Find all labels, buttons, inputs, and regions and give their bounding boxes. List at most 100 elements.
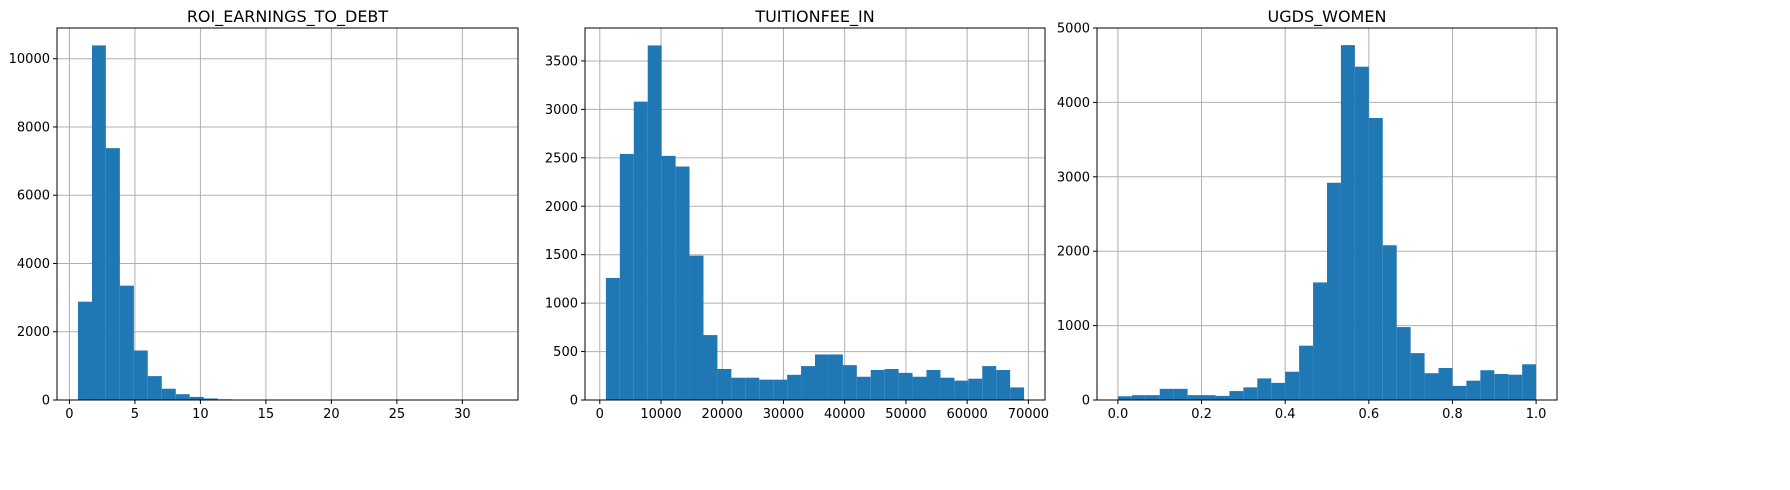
histogram-bar [119, 285, 134, 400]
histogram-bar [1285, 371, 1300, 400]
chart-title: UGDS_WOMEN [1268, 7, 1387, 27]
y-tick-label: 2000 [17, 325, 50, 340]
histogram-bar [815, 354, 829, 400]
histogram-bar [605, 277, 620, 400]
histogram-bar [105, 148, 120, 400]
y-tick-label: 0 [570, 394, 578, 409]
histogram-bar [996, 369, 1011, 400]
histogram-bar [1159, 388, 1174, 400]
y-tick-label: 10000 [9, 52, 50, 67]
histogram-bar [189, 396, 204, 400]
x-tick-label: 25 [389, 407, 406, 422]
x-tick-label: 70000 [1008, 407, 1049, 422]
y-tick-label: 2000 [545, 200, 578, 215]
x-tick-label: 0 [596, 407, 604, 422]
histogram-bar [1424, 373, 1439, 400]
histogram-bar [884, 369, 899, 400]
x-tick-label: 10000 [640, 407, 681, 422]
histogram-bar [773, 379, 788, 400]
histogram-bar [633, 101, 648, 400]
x-tick-label: 40000 [824, 407, 865, 422]
histogram-bar [912, 376, 927, 400]
x-tick-label: 5 [131, 407, 139, 422]
histogram-bar [1438, 368, 1453, 400]
histogram-bar [675, 166, 690, 400]
y-tick-label: 0 [1082, 394, 1090, 409]
histogram-bar [77, 301, 92, 400]
histogram-bar [1508, 374, 1523, 400]
x-tick-label: 10 [192, 407, 209, 422]
histogram-bar [1452, 385, 1467, 400]
histogram-bar [1215, 395, 1230, 400]
histogram-bar [175, 394, 190, 400]
histogram-bar [203, 398, 218, 400]
x-tick-label: 0.8 [1442, 407, 1463, 422]
y-tick-label: 4000 [17, 257, 50, 272]
histogram-bar [982, 366, 997, 400]
histogram-ugds-women: UGDS_WOMEN 0.0 0.2 0.4 0.6 0.8 1.0 0 1000 2000 30… [1057, 7, 1558, 422]
plot-frame [1096, 27, 1558, 401]
histogram-bar [1410, 353, 1425, 400]
y-tick-label: 3500 [545, 54, 578, 69]
histogram-bar [898, 372, 913, 400]
histogram-bar [619, 153, 634, 400]
y-tick-label: 2000 [1057, 245, 1090, 260]
histogram-bar [1354, 66, 1369, 401]
y-tick-label: 8000 [17, 120, 50, 135]
x-tick-label: 20 [323, 407, 340, 422]
histogram-bar [940, 377, 955, 400]
histogram-bar [856, 376, 871, 400]
histogram-bar [1257, 378, 1272, 400]
histogram-bar [1187, 395, 1202, 400]
histogram-bar [661, 155, 676, 400]
histogram-tuitionfee-in: TUITIONFEE_IN 0 10000 20000 30000 40000 50000… [545, 7, 1049, 422]
histogram-bar [759, 379, 774, 400]
histogram-bar [161, 388, 176, 400]
x-tick-label: 50000 [885, 407, 926, 422]
histogram-bar [689, 255, 704, 400]
x-tick-label: 20000 [702, 407, 743, 422]
histogram-bar [1396, 327, 1411, 400]
histogram-bar [1201, 395, 1216, 400]
histogram-bar [133, 350, 148, 400]
histogram-bar [731, 377, 746, 400]
y-tick-label: 4000 [1057, 96, 1090, 111]
histogram-bar [1313, 282, 1327, 400]
x-tick-label: 1.0 [1526, 407, 1547, 422]
histogram-bar [1368, 118, 1383, 401]
histogram-bar [1117, 396, 1132, 400]
y-tick-label: 6000 [17, 189, 50, 204]
histogram-bar [926, 369, 941, 400]
histogram-bar [91, 45, 106, 400]
histogram-bar [1145, 395, 1160, 400]
histogram-bar [1229, 391, 1244, 400]
y-tick-label: 2500 [545, 151, 578, 166]
x-tick-label: 60000 [946, 407, 987, 422]
histogram-bar [717, 369, 732, 400]
x-tick-label: 0.6 [1358, 407, 1379, 422]
histogram-bar [1340, 45, 1355, 400]
x-tick-label: 30 [454, 407, 471, 422]
histogram-bar [1131, 395, 1146, 400]
chart-title: TUITIONFEE_IN [754, 7, 874, 27]
y-tick-label: 5000 [1057, 22, 1090, 37]
histogram-bar [1466, 380, 1481, 400]
histogram-bar [801, 366, 815, 400]
x-tick-label: 0.2 [1191, 407, 1212, 422]
histogram-bar [1327, 182, 1341, 400]
histogram-bar [1382, 245, 1397, 400]
histogram-bar [647, 45, 662, 400]
histogram-bar [968, 378, 983, 400]
histogram-bar [842, 365, 857, 400]
x-tick-label: 15 [258, 407, 275, 422]
histogram-bar [703, 335, 718, 400]
histogram-bar [745, 377, 760, 400]
y-tick-label: 3000 [545, 103, 578, 118]
histogram-bar [1480, 370, 1495, 400]
histogram-bar [787, 374, 802, 400]
histogram-bar [1243, 387, 1258, 400]
y-tick-label: 0 [42, 394, 50, 409]
histogram-bar [1010, 387, 1025, 400]
y-tick-label: 3000 [1057, 170, 1090, 185]
